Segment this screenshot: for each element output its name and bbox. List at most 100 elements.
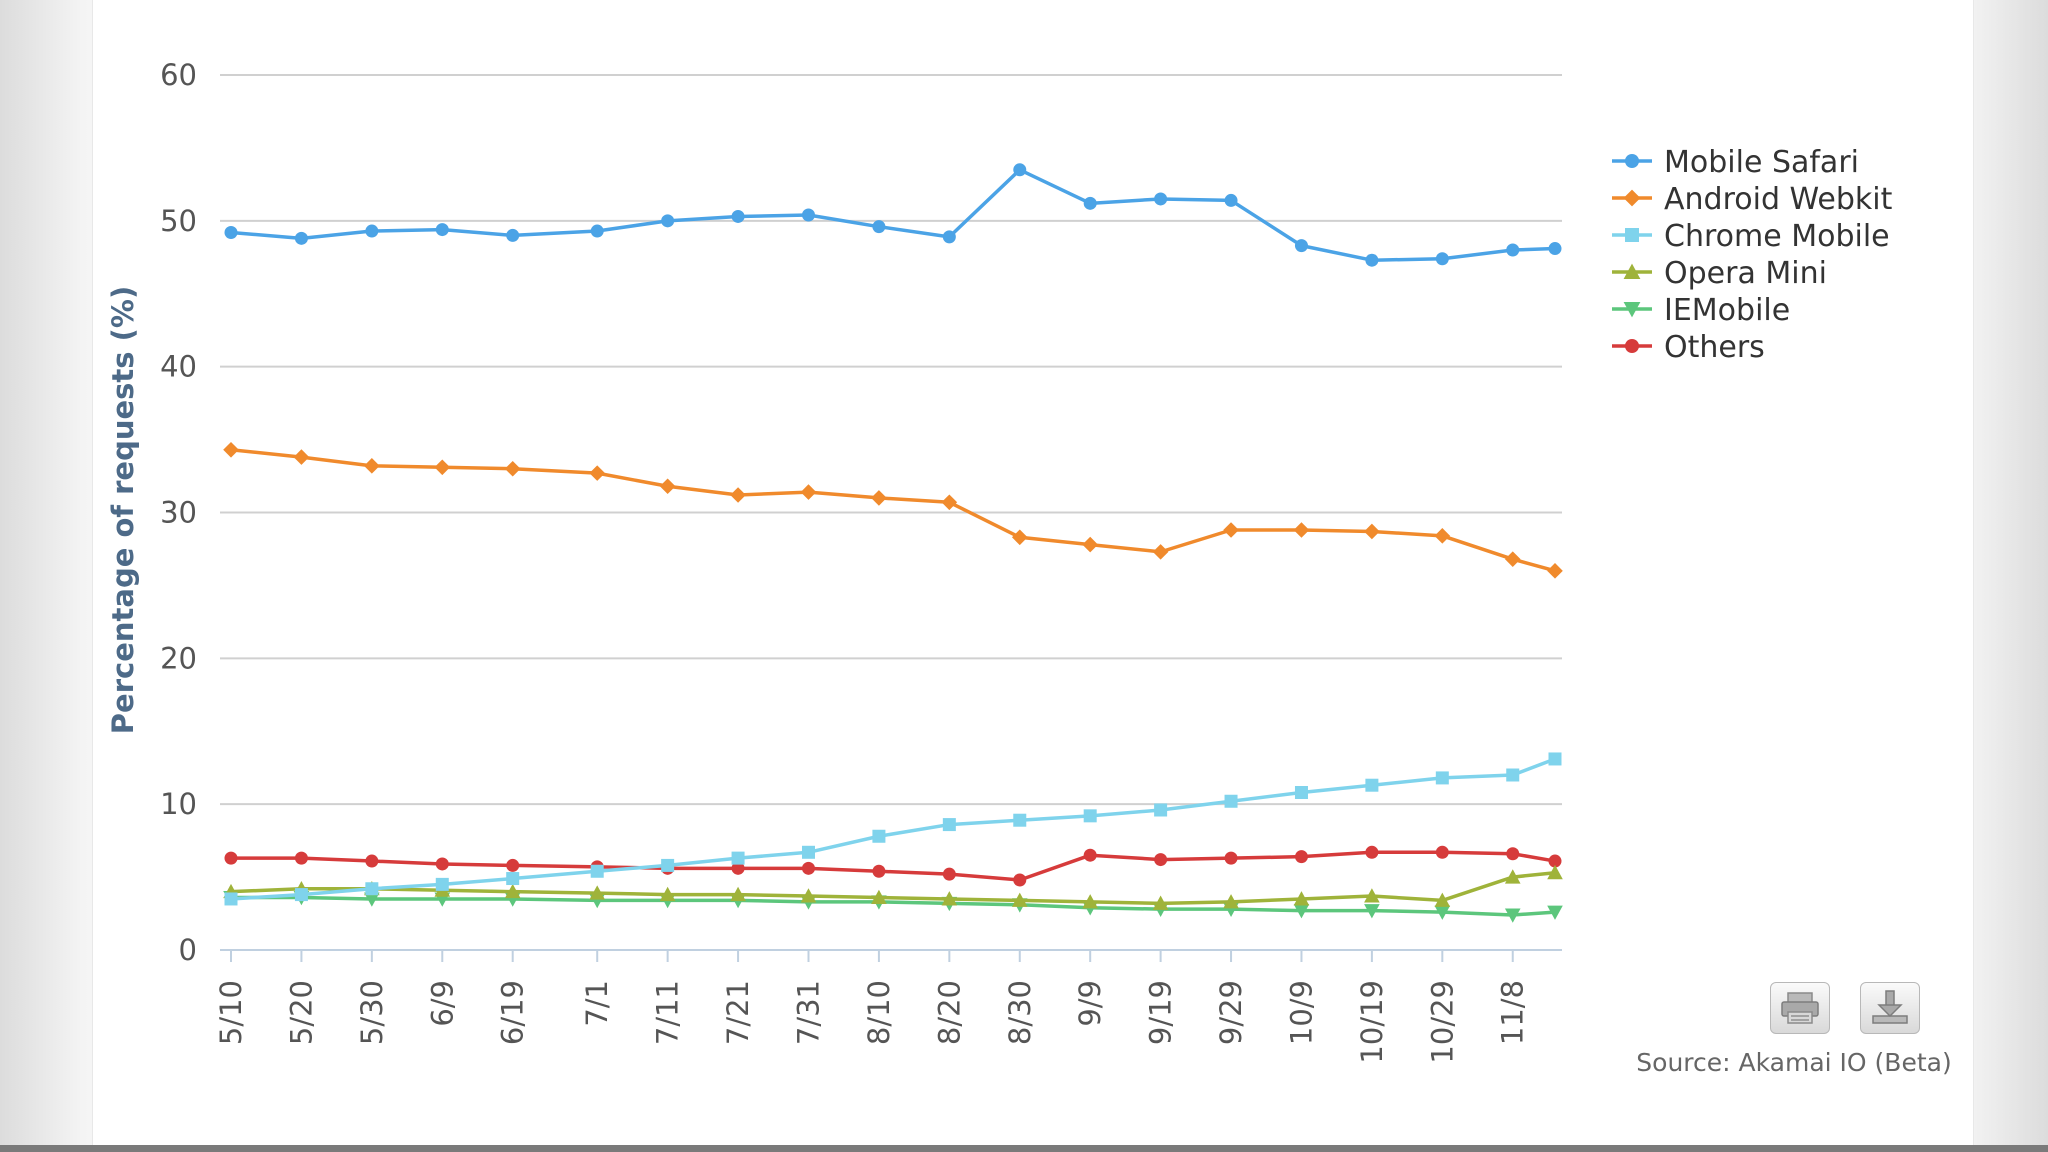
data-point-mobile-safari	[1435, 252, 1449, 266]
download-icon	[1872, 990, 1908, 1024]
data-point-others	[1548, 854, 1562, 868]
legend-item-opera-mini[interactable]: Opera Mini	[1612, 256, 1827, 291]
legend-item-chrome-mobile[interactable]: Chrome Mobile	[1612, 219, 1890, 254]
data-point-opera-mini	[1152, 895, 1169, 910]
data-point-iemobile	[1504, 908, 1521, 923]
x-tick-label: 8/30	[1003, 980, 1037, 1045]
data-point-android-webkit	[1504, 551, 1521, 567]
legend-marker	[1623, 189, 1641, 207]
x-tick-label: 10/9	[1284, 980, 1318, 1045]
legend-item-others[interactable]: Others	[1612, 330, 1765, 365]
data-point-opera-mini	[1364, 888, 1380, 903]
data-point-others	[731, 861, 745, 875]
data-point-chrome-mobile	[224, 892, 238, 906]
x-tick-label: 9/9	[1073, 980, 1107, 1027]
data-point-chrome-mobile	[1083, 809, 1097, 823]
data-point-opera-mini	[800, 888, 817, 903]
legend-item-mobile-safari[interactable]: Mobile Safari	[1612, 145, 1859, 180]
data-point-chrome-mobile	[801, 845, 815, 859]
data-point-chrome-mobile	[1506, 768, 1520, 782]
data-point-mobile-safari	[294, 231, 308, 245]
data-point-mobile-safari	[801, 208, 815, 222]
series-layer	[223, 163, 1563, 923]
legend-label: Chrome Mobile	[1664, 219, 1890, 254]
data-point-chrome-mobile	[1224, 794, 1238, 808]
data-point-mobile-safari	[590, 224, 604, 238]
y-tick-label: 20	[160, 641, 197, 675]
export-button[interactable]	[1860, 982, 1920, 1034]
data-point-mobile-safari	[435, 223, 449, 237]
data-point-android-webkit	[293, 449, 310, 465]
y-tick-label: 50	[160, 204, 197, 238]
data-point-others	[1294, 850, 1308, 864]
data-point-android-webkit	[1547, 563, 1563, 579]
data-point-android-webkit	[1293, 522, 1310, 538]
data-point-opera-mini	[504, 883, 521, 899]
x-tick-label: 7/1	[580, 980, 614, 1027]
x-tick-label: 8/20	[932, 980, 966, 1045]
legend-item-iemobile[interactable]: IEMobile	[1612, 293, 1790, 328]
data-point-others	[1224, 851, 1238, 865]
data-point-opera-mini	[1011, 892, 1028, 907]
legend-marker	[1623, 263, 1641, 279]
data-point-chrome-mobile	[942, 818, 956, 832]
data-point-android-webkit	[364, 458, 380, 474]
data-point-others	[1154, 853, 1168, 867]
y-tick-label: 10	[160, 787, 197, 821]
series-line-chrome-mobile	[230, 757, 1556, 901]
data-point-android-webkit	[1223, 522, 1239, 538]
data-point-chrome-mobile	[1013, 813, 1027, 827]
legend-label: Mobile Safari	[1664, 145, 1859, 180]
data-point-others	[365, 854, 379, 868]
data-point-others	[294, 851, 308, 865]
data-point-others	[872, 864, 886, 878]
data-point-opera-mini	[941, 891, 958, 906]
data-point-chrome-mobile	[365, 882, 379, 896]
x-tick-label: 9/19	[1144, 980, 1178, 1045]
data-point-mobile-safari	[731, 209, 745, 223]
x-tick-label: 10/19	[1355, 980, 1389, 1064]
legend-marker	[1625, 339, 1639, 353]
y-tick-label: 0	[179, 933, 197, 967]
legend-item-android-webkit[interactable]: Android Webkit	[1612, 182, 1893, 217]
data-point-others	[224, 851, 238, 865]
data-point-mobile-safari	[1224, 193, 1238, 207]
legend-marker	[1625, 154, 1639, 168]
data-point-android-webkit	[800, 484, 817, 500]
x-tick-label: 5/30	[355, 980, 389, 1045]
data-point-others	[942, 867, 956, 881]
data-point-android-webkit	[1011, 529, 1028, 546]
x-tick-label: 11/8	[1496, 980, 1530, 1045]
data-point-opera-mini	[1293, 891, 1310, 906]
data-point-android-webkit	[659, 478, 676, 495]
x-tick-label: 7/31	[791, 980, 825, 1045]
data-point-others	[1083, 848, 1097, 862]
data-point-others	[435, 857, 449, 871]
gridlines	[220, 74, 1562, 951]
data-point-opera-mini	[1434, 892, 1451, 907]
data-point-chrome-mobile	[1294, 786, 1308, 799]
x-tick-label: 8/10	[862, 980, 896, 1045]
chart-card	[93, 0, 1973, 1145]
legend-label: IEMobile	[1664, 293, 1790, 328]
bottom-bar	[0, 1145, 2048, 1152]
legend-label: Others	[1664, 330, 1765, 365]
data-point-mobile-safari	[1294, 239, 1308, 253]
data-point-opera-mini	[1223, 894, 1239, 909]
data-point-android-webkit	[1434, 528, 1451, 544]
series-android-webkit	[223, 441, 1563, 579]
data-point-opera-mini	[1082, 894, 1098, 909]
data-point-android-webkit	[1082, 536, 1098, 553]
data-point-iemobile	[1293, 904, 1310, 919]
data-point-others	[1435, 845, 1449, 859]
print-button[interactable]	[1770, 982, 1830, 1034]
series-mobile-safari	[224, 163, 1562, 267]
data-point-iemobile	[1434, 905, 1451, 920]
legend-label: Opera Mini	[1664, 256, 1827, 291]
x-tick-label: 9/29	[1214, 980, 1248, 1045]
data-point-chrome-mobile	[661, 858, 675, 872]
data-point-mobile-safari	[1548, 242, 1562, 256]
data-point-opera-mini	[1547, 864, 1563, 880]
series-line-iemobile	[231, 895, 1556, 917]
